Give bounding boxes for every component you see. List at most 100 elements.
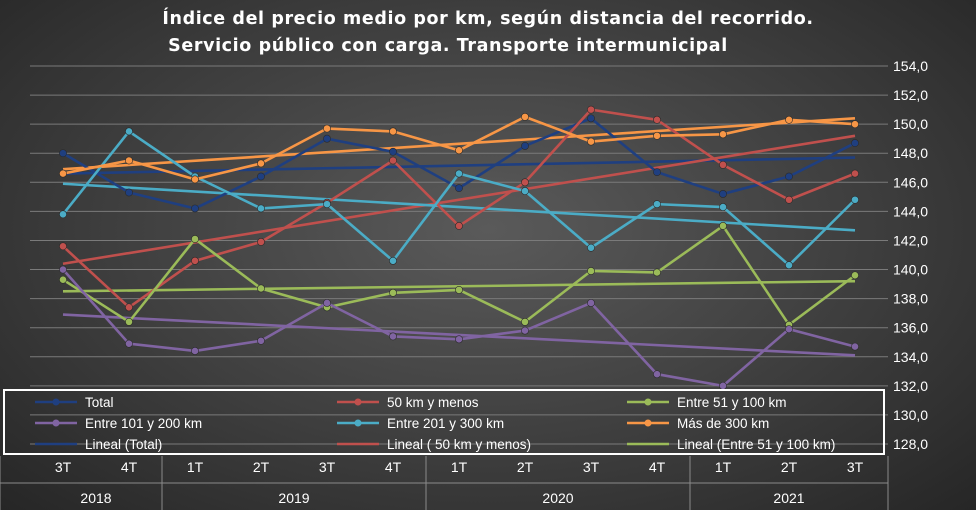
data-point — [521, 317, 529, 326]
data-point — [59, 210, 67, 219]
data-point — [719, 130, 727, 139]
legend-swatch-marker — [52, 398, 60, 406]
x-tick-label: 1T — [187, 459, 204, 475]
data-point — [851, 195, 859, 204]
legend-item: Entre 101 y 200 km — [33, 413, 202, 433]
y-tick-label: 134,0 — [893, 349, 928, 365]
y-tick-label: 150,0 — [893, 116, 928, 132]
trendline — [62, 313, 856, 357]
legend-item: Lineal (Total) — [33, 434, 162, 454]
data-point — [455, 335, 463, 344]
y-tick-label: 148,0 — [893, 145, 928, 161]
legend-item: 50 km y menos — [335, 392, 479, 412]
data-point — [851, 139, 859, 147]
data-point — [521, 326, 529, 335]
data-point — [719, 222, 727, 230]
data-point — [521, 187, 529, 195]
data-point — [653, 370, 661, 379]
x-tick-label: 2T — [253, 459, 270, 475]
data-point — [257, 238, 265, 246]
year-label: 2019 — [278, 490, 309, 506]
data-point — [587, 243, 595, 252]
legend-label: Más de 300 km — [677, 415, 770, 431]
y-tick-label: 144,0 — [893, 203, 928, 219]
data-point — [653, 115, 661, 124]
data-point — [323, 299, 331, 307]
data-point — [521, 112, 529, 121]
legend-item: Lineal (Entre 51 y 100 km) — [625, 434, 835, 454]
data-point — [785, 195, 793, 204]
data-point — [455, 222, 463, 230]
trendline — [62, 117, 856, 171]
x-tick-label: 3T — [319, 459, 336, 475]
year-label: 2021 — [773, 490, 804, 506]
legend-label: Entre 101 y 200 km — [85, 415, 203, 431]
y-tick-label: 128,0 — [893, 436, 928, 452]
data-point — [719, 190, 727, 198]
data-point — [389, 127, 397, 136]
legend-swatch — [35, 442, 77, 446]
data-point — [851, 342, 859, 351]
chart-title-line-2: Servicio público con carga. Transporte i… — [168, 36, 728, 56]
data-point — [257, 172, 265, 181]
data-point — [59, 169, 67, 178]
data-point — [59, 265, 67, 274]
y-tick-label: 138,0 — [893, 291, 928, 307]
data-point — [587, 137, 595, 146]
legend-swatch-marker — [644, 419, 652, 427]
data-point — [587, 299, 595, 307]
legend-swatch — [337, 442, 379, 446]
data-point — [257, 204, 265, 213]
legend-label: Lineal (Total) — [85, 436, 163, 452]
x-tick-label: 1T — [451, 459, 468, 475]
data-point — [785, 325, 793, 334]
legend-label: Entre 201 y 300 km — [387, 415, 505, 431]
y-tick-label: 132,0 — [893, 378, 928, 394]
legend-swatch — [627, 442, 669, 446]
data-point — [257, 284, 265, 293]
legend-swatch-marker — [354, 419, 362, 427]
data-point — [191, 175, 199, 184]
data-point — [323, 124, 331, 133]
data-point — [851, 169, 859, 178]
data-point — [125, 339, 133, 348]
data-point — [323, 200, 331, 209]
data-point — [191, 235, 199, 243]
data-point — [125, 156, 133, 165]
legend-label: 50 km y menos — [387, 394, 479, 410]
data-point — [125, 303, 133, 312]
data-point — [653, 200, 661, 209]
data-point — [587, 267, 595, 275]
data-point — [521, 178, 529, 187]
data-point — [785, 115, 793, 124]
data-point — [125, 127, 133, 136]
y-tick-label: 140,0 — [893, 262, 928, 278]
data-point — [389, 332, 397, 341]
data-point — [521, 142, 529, 150]
legend-swatch — [35, 398, 77, 406]
chart-title-line-1: Índice del precio medio por km, según di… — [162, 9, 814, 29]
data-point — [719, 160, 727, 169]
data-point — [59, 149, 67, 158]
data-point — [587, 114, 595, 123]
data-point — [389, 147, 397, 156]
data-point — [455, 169, 463, 178]
legend-label: Lineal (Entre 51 y 100 km) — [677, 436, 836, 452]
year-label: 2018 — [80, 490, 111, 506]
data-point — [257, 336, 265, 345]
x-tick-label: 4T — [649, 459, 666, 475]
data-point — [59, 242, 67, 251]
legend-swatch — [627, 398, 669, 406]
legend-swatch-marker — [52, 419, 60, 427]
data-point — [389, 156, 397, 165]
x-tick-label: 4T — [385, 459, 402, 475]
data-point — [785, 261, 793, 270]
x-tick-label: 4T — [121, 459, 138, 475]
x-tick-label: 3T — [583, 459, 600, 475]
data-point — [191, 347, 199, 355]
legend-swatch — [337, 419, 379, 427]
data-point — [785, 172, 793, 181]
data-point — [125, 188, 133, 197]
data-point — [191, 204, 199, 213]
data-point — [851, 120, 859, 129]
